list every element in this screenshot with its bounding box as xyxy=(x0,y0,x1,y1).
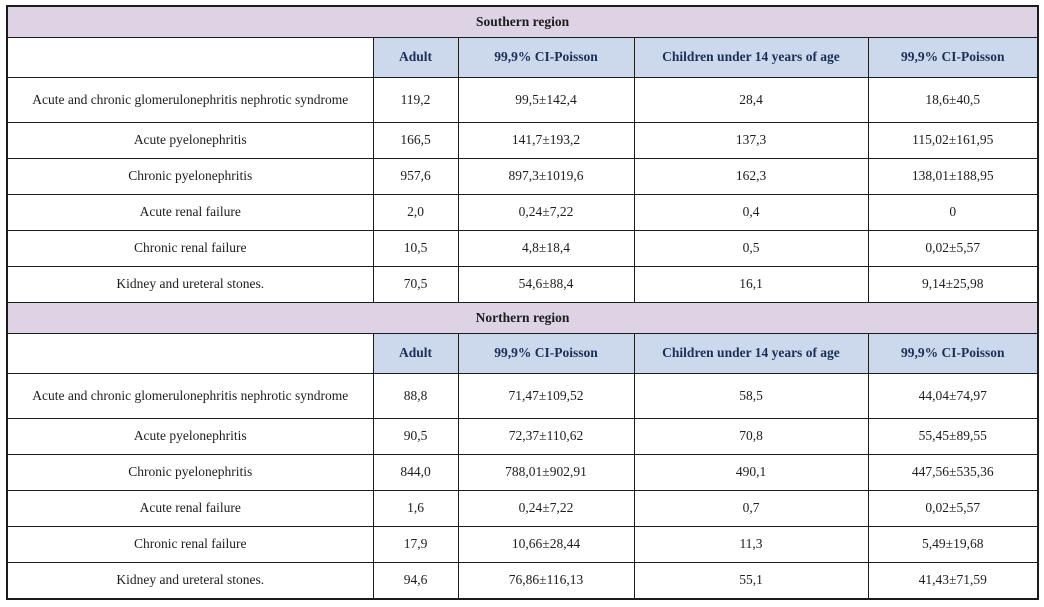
condition-cell: Acute and chronic glomerulonephritis nep… xyxy=(6,373,374,419)
col-header-adult-ci: 99,9% CI-Poisson xyxy=(457,333,635,374)
children-value-cell: 16,1 xyxy=(633,266,869,303)
condition-cell: Chronic pyelonephritis xyxy=(6,454,374,491)
section-title-row: Northern region xyxy=(6,302,1039,334)
table-row: Kidney and ureteral stones. 94,6 76,86±1… xyxy=(6,562,1039,600)
adult-value-cell: 10,5 xyxy=(372,230,459,267)
children-ci-cell: 41,43±71,59 xyxy=(867,562,1039,600)
children-ci-cell: 0,02±5,57 xyxy=(867,490,1039,527)
adult-ci-cell: 788,01±902,91 xyxy=(457,454,635,491)
condition-cell: Acute renal failure xyxy=(6,490,374,527)
col-header-children-ci: 99,9% CI-Poisson xyxy=(867,37,1039,78)
adult-value-cell: 17,9 xyxy=(372,526,459,563)
condition-cell: Kidney and ureteral stones. xyxy=(6,266,374,303)
condition-cell: Chronic pyelonephritis xyxy=(6,158,374,195)
condition-cell: Chronic renal failure xyxy=(6,230,374,267)
children-ci-cell: 0 xyxy=(867,194,1039,231)
table-row: Chronic renal failure 10,5 4,8±18,4 0,5 … xyxy=(6,230,1039,267)
adult-value-cell: 1,6 xyxy=(372,490,459,527)
section-title: Northern region xyxy=(6,302,1039,334)
adult-value-cell: 70,5 xyxy=(372,266,459,303)
col-header-adult: Adult xyxy=(372,37,459,78)
condition-cell: Chronic renal failure xyxy=(6,526,374,563)
table-row: Acute and chronic glomerulonephritis nep… xyxy=(6,77,1039,123)
condition-cell: Acute pyelonephritis xyxy=(6,418,374,455)
col-header-children: Children under 14 years of age xyxy=(633,37,869,78)
adult-value-cell: 94,6 xyxy=(372,562,459,600)
empty-header-cell xyxy=(6,37,374,78)
adult-value-cell: 88,8 xyxy=(372,373,459,419)
children-value-cell: 0,5 xyxy=(633,230,869,267)
adult-ci-cell: 0,24±7,22 xyxy=(457,490,635,527)
children-value-cell: 0,7 xyxy=(633,490,869,527)
children-value-cell: 28,4 xyxy=(633,77,869,123)
children-ci-cell: 55,45±89,55 xyxy=(867,418,1039,455)
adult-value-cell: 844,0 xyxy=(372,454,459,491)
section-title-row: Southern region xyxy=(6,5,1039,38)
adult-value-cell: 119,2 xyxy=(372,77,459,123)
section-title: Southern region xyxy=(6,5,1039,38)
adult-ci-cell: 141,7±193,2 xyxy=(457,122,635,159)
adult-ci-cell: 76,86±116,13 xyxy=(457,562,635,600)
adult-ci-cell: 4,8±18,4 xyxy=(457,230,635,267)
adult-ci-cell: 0,24±7,22 xyxy=(457,194,635,231)
children-ci-cell: 447,56±535,36 xyxy=(867,454,1039,491)
empty-header-cell xyxy=(6,333,374,374)
adult-ci-cell: 54,6±88,4 xyxy=(457,266,635,303)
morbidity-table: Southern region Adult 99,9% CI-Poisson C… xyxy=(6,5,1040,600)
children-ci-cell: 9,14±25,98 xyxy=(867,266,1039,303)
col-header-children-ci: 99,9% CI-Poisson xyxy=(867,333,1039,374)
adult-ci-cell: 10,66±28,44 xyxy=(457,526,635,563)
adult-value-cell: 2,0 xyxy=(372,194,459,231)
table-row: Chronic renal failure 17,9 10,66±28,44 1… xyxy=(6,526,1039,563)
adult-value-cell: 957,6 xyxy=(372,158,459,195)
children-value-cell: 55,1 xyxy=(633,562,869,600)
children-ci-cell: 115,02±161,95 xyxy=(867,122,1039,159)
adult-ci-cell: 897,3±1019,6 xyxy=(457,158,635,195)
condition-cell: Acute pyelonephritis xyxy=(6,122,374,159)
children-value-cell: 58,5 xyxy=(633,373,869,419)
table-row: Acute renal failure 2,0 0,24±7,22 0,4 0 xyxy=(6,194,1039,231)
column-header-row: Adult 99,9% CI-Poisson Children under 14… xyxy=(6,333,1039,374)
children-ci-cell: 44,04±74,97 xyxy=(867,373,1039,419)
table-row: Acute pyelonephritis 90,5 72,37±110,62 7… xyxy=(6,418,1039,455)
children-value-cell: 162,3 xyxy=(633,158,869,195)
children-ci-cell: 18,6±40,5 xyxy=(867,77,1039,123)
adult-value-cell: 90,5 xyxy=(372,418,459,455)
column-header-row: Adult 99,9% CI-Poisson Children under 14… xyxy=(6,37,1039,78)
col-header-adult: Adult xyxy=(372,333,459,374)
children-ci-cell: 138,01±188,95 xyxy=(867,158,1039,195)
adult-ci-cell: 99,5±142,4 xyxy=(457,77,635,123)
table-row: Acute and chronic glomerulonephritis nep… xyxy=(6,373,1039,419)
adult-ci-cell: 72,37±110,62 xyxy=(457,418,635,455)
condition-cell: Acute and chronic glomerulonephritis nep… xyxy=(6,77,374,123)
col-header-adult-ci: 99,9% CI-Poisson xyxy=(457,37,635,78)
children-value-cell: 137,3 xyxy=(633,122,869,159)
table-row: Chronic pyelonephritis 844,0 788,01±902,… xyxy=(6,454,1039,491)
adult-value-cell: 166,5 xyxy=(372,122,459,159)
condition-cell: Acute renal failure xyxy=(6,194,374,231)
table-row: Kidney and ureteral stones. 70,5 54,6±88… xyxy=(6,266,1039,303)
table-row: Chronic pyelonephritis 957,6 897,3±1019,… xyxy=(6,158,1039,195)
children-ci-cell: 0,02±5,57 xyxy=(867,230,1039,267)
children-ci-cell: 5,49±19,68 xyxy=(867,526,1039,563)
col-header-children: Children under 14 years of age xyxy=(633,333,869,374)
children-value-cell: 490,1 xyxy=(633,454,869,491)
adult-ci-cell: 71,47±109,52 xyxy=(457,373,635,419)
table-row: Acute renal failure 1,6 0,24±7,22 0,7 0,… xyxy=(6,490,1039,527)
children-value-cell: 0,4 xyxy=(633,194,869,231)
condition-cell: Kidney and ureteral stones. xyxy=(6,562,374,600)
children-value-cell: 11,3 xyxy=(633,526,869,563)
children-value-cell: 70,8 xyxy=(633,418,869,455)
table-row: Acute pyelonephritis 166,5 141,7±193,2 1… xyxy=(6,122,1039,159)
